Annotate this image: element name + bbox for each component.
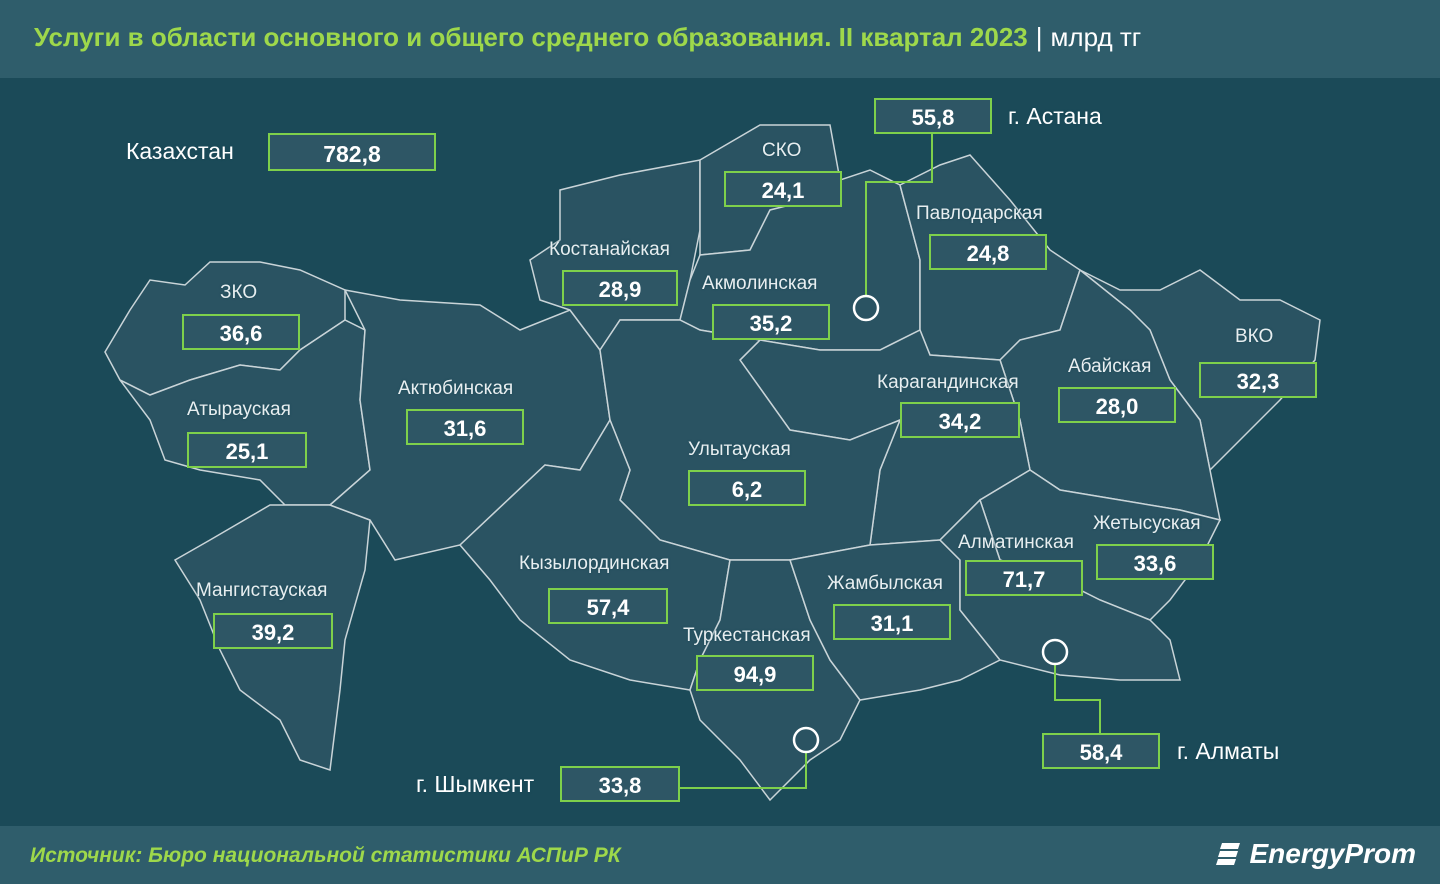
brand-logo: EnergyProm	[1214, 838, 1417, 870]
region-shymkent-value: 33,8	[560, 766, 680, 802]
region-zhetysu-value: 33,6	[1096, 544, 1214, 580]
region-ulytau-value: 6,2	[688, 470, 806, 506]
region-zhambyl-label: Жамбылская	[827, 573, 943, 594]
region-pavlodar-value: 24,8	[929, 234, 1047, 270]
astana-city-marker	[852, 294, 880, 322]
shymkent-city-marker	[792, 726, 820, 754]
total-label: Казахстан	[126, 138, 234, 164]
region-shymkent-label: г. Шымкент	[416, 771, 535, 797]
region-kyzylorda-value: 57,4	[548, 588, 668, 624]
astana-leader-line	[865, 134, 933, 296]
region-mangystau-value: 39,2	[213, 613, 333, 649]
almaty-city-marker	[1041, 638, 1069, 666]
region-turkestan-label: Туркестанская	[683, 625, 811, 646]
region-ulytau-label: Улытауская	[688, 439, 791, 460]
region-almaty-value: 71,7	[965, 560, 1083, 596]
region-akmola-value: 35,2	[712, 304, 830, 340]
unit-label: млрд тг	[1050, 22, 1142, 52]
region-kostanay-value: 28,9	[562, 270, 678, 306]
region-aktobe-label: Актюбинская	[398, 378, 514, 399]
region-abai-label: Абайская	[1068, 356, 1152, 377]
region-zhetysu-label: Жетысуская	[1093, 513, 1201, 534]
region-zko-value: 36,6	[182, 314, 300, 350]
region-vko-label: ВКО	[1235, 326, 1274, 347]
footer-bar: Источник: Бюро национальной статистики А…	[0, 826, 1440, 884]
region-karaganda-value: 34,2	[900, 402, 1020, 438]
chart-title: Услуги в области основного и общего сред…	[34, 22, 1141, 53]
region-kyzylorda-label: Кызылординская	[519, 553, 670, 574]
region-pavlodar-label: Павлодарская	[916, 203, 1043, 224]
region-astana-value: 55,8	[874, 98, 992, 134]
region-atyrau-value: 25,1	[187, 432, 307, 468]
title-separator: |	[1035, 22, 1043, 52]
source-note: Источник: Бюро национальной статистики А…	[30, 844, 621, 867]
shymkent-leader-line	[680, 752, 807, 789]
region-sko-value: 24,1	[724, 171, 842, 207]
header-bar: Услуги в области основного и общего сред…	[0, 0, 1440, 78]
region-mangystau-label: Мангистауская	[196, 580, 328, 601]
almaty-leader-line	[1054, 663, 1101, 735]
map-area: Казахстан 782,8 СКО 24,1 55,8 г. Астана …	[0, 78, 1440, 826]
region-kostanay-label: Костанайская	[549, 239, 670, 260]
region-astana-label: г. Астана	[1008, 103, 1102, 129]
region-karaganda-label: Карагандинская	[877, 372, 1019, 393]
region-sko-label: СКО	[762, 140, 802, 161]
region-almaty-label: Алматинская	[958, 532, 1074, 553]
region-abai-value: 28,0	[1058, 387, 1176, 423]
region-vko-value: 32,3	[1199, 362, 1317, 398]
region-akmola-label: Акмолинская	[702, 273, 818, 294]
region-zhambyl-value: 31,1	[833, 604, 951, 640]
title-text: Услуги в области основного и общего сред…	[34, 22, 1028, 52]
region-almaty-city-label: г. Алматы	[1177, 738, 1280, 764]
total-value: 782,8	[268, 133, 436, 171]
region-atyrau-label: Атырауская	[187, 399, 291, 420]
region-zko-label: ЗКО	[220, 282, 258, 303]
region-turkestan-value: 94,9	[696, 655, 814, 691]
region-almaty-city-value: 58,4	[1042, 733, 1160, 769]
brand-name: EnergyProm	[1249, 838, 1417, 869]
region-aktobe-value: 31,6	[406, 409, 524, 445]
energyprom-logo-icon	[1215, 843, 1240, 865]
